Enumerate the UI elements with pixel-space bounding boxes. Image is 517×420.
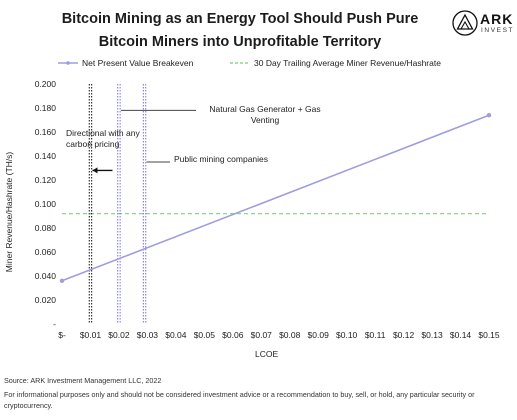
y-axis-label-text: Miner Revenue/Hashrate (TH/s)	[4, 151, 14, 273]
chart-plot: - 0.020 0.040 0.060 0.080 0.100 0.120 0.140 0.16…	[35, 79, 500, 340]
x-tick-label: $0.02	[108, 330, 130, 340]
legend-item-npv: Net Present Value Breakeven	[58, 58, 193, 68]
annotation-natural-gas: Natural Gas Generator + Gas Venting	[209, 104, 321, 125]
x-tick-label: $0.03	[137, 330, 159, 340]
x-axis-label: LCOE	[255, 349, 279, 359]
chart-title: Bitcoin Mining as an Energy Tool Should …	[61, 11, 419, 50]
x-tick-label: $0.05	[194, 330, 216, 340]
x-tick-label: $0.13	[421, 330, 443, 340]
x-tick-label: $0.12	[393, 330, 415, 340]
legend-label-npv: Net Present Value Breakeven	[82, 58, 194, 68]
y-tick-label: 0.180	[35, 103, 57, 113]
y-tick-label: 0.160	[35, 127, 57, 137]
x-tick-label: $0.07	[251, 330, 273, 340]
series-npv-point	[486, 113, 492, 118]
legend-label-trailing: 30 Day Trailing Average Miner Revenue/Ha…	[254, 58, 441, 68]
x-tick-label: $0.04	[165, 330, 187, 340]
y-tick-label: 0.100	[35, 199, 57, 209]
x-tick-label: $0.01	[80, 330, 102, 340]
legend-swatch-npv	[58, 61, 78, 65]
series-npv-breakeven-line	[61, 114, 490, 282]
legend-swatch-trailing	[230, 62, 250, 64]
ark-logo: ARK INVEST	[452, 10, 512, 40]
annotation-arrow-head-carbon	[92, 167, 98, 174]
x-tick-label: $0.14	[450, 330, 472, 340]
y-tick-label: 0.200	[35, 79, 57, 89]
x-tick-label: $0.06	[222, 330, 244, 340]
logo-name: ARK	[480, 11, 514, 27]
y-tick-label: 0.080	[35, 223, 57, 233]
series-npv-point	[59, 278, 65, 283]
y-tick-label: 0.020	[35, 295, 57, 305]
x-tick-label: $0.15	[478, 330, 500, 340]
y-tick-label: 0.120	[35, 175, 57, 185]
annotation-public-miners: Public mining companies	[174, 154, 269, 164]
x-tick-label: $-	[58, 330, 66, 340]
annotation-carbon: Directional with any carbon pricing	[66, 128, 140, 149]
x-tick-label: $0.10	[336, 330, 358, 340]
ark-triangle-icon	[452, 10, 478, 36]
y-tick-label: 0.140	[35, 151, 57, 161]
disclaimer-text: For informational purposes only and shou…	[4, 390, 475, 410]
source-note: Source: ARK Investment Management LLC, 2…	[4, 375, 514, 411]
source-text: Source: ARK Investment Management LLC, 2…	[4, 376, 162, 385]
logo-sub: INVEST	[481, 27, 515, 34]
y-tick-label: 0.060	[35, 247, 57, 257]
y-tick-label: 0.040	[35, 271, 57, 281]
legend-item-trailing: 30 Day Trailing Average Miner Revenue/Ha…	[230, 58, 441, 68]
y-axis-label: Miner Revenue/Hashrate (TH/s)	[4, 152, 14, 272]
x-tick-label: $0.09	[308, 330, 330, 340]
x-tick-label: $0.08	[279, 330, 301, 340]
chart-legend: Net Present Value Breakeven 30 Day Trail…	[0, 58, 517, 72]
y-tick-label: -	[53, 319, 56, 329]
x-tick-label: $0.11	[365, 330, 386, 340]
